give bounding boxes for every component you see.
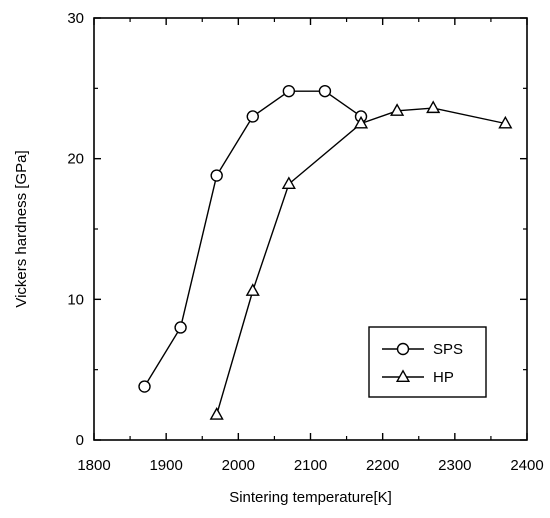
x-tick-label: 2200 — [366, 457, 399, 474]
legend-marker-sps — [396, 342, 410, 356]
data-point-hp — [209, 407, 224, 420]
ticks-group: 1800 1900 2000 2100 2200 2300 2400 0 10 20 30 — [67, 10, 543, 474]
data-point-hp — [281, 176, 296, 190]
data-point-sps — [282, 84, 296, 98]
x-tick-label: 2100 — [294, 457, 327, 474]
x-tick-label: 2300 — [438, 457, 471, 474]
data-point-hp — [245, 283, 260, 296]
y-tick-label: 0 — [76, 432, 84, 449]
legend: SPS HP — [368, 326, 487, 398]
data-point-hp — [390, 103, 405, 116]
series-line-sps — [143, 90, 362, 387]
legend-label-sps: SPS — [433, 341, 463, 358]
y-axis-label: Vickers hardness [GPa] — [13, 150, 30, 307]
data-point-sps — [138, 380, 151, 393]
series-group — [138, 84, 513, 420]
y-tick-label: 20 — [67, 151, 84, 168]
x-tick-label: 1900 — [149, 457, 182, 474]
x-tick-label: 2400 — [510, 457, 543, 474]
data-point-sps — [210, 169, 223, 182]
legend-marker-hp — [395, 369, 411, 383]
legend-label-hp: HP — [433, 369, 454, 386]
data-point-sps — [246, 110, 259, 123]
data-point-hp — [353, 115, 369, 129]
x-tick-label: 2000 — [222, 457, 255, 474]
y-tick-label: 10 — [67, 291, 84, 308]
data-point-hp — [426, 100, 441, 114]
legend-box — [368, 326, 487, 398]
x-axis-label: Sintering temperature[K] — [229, 489, 392, 506]
x-tick-label: 1800 — [77, 457, 110, 474]
data-point-sps — [174, 321, 187, 334]
y-tick-label: 30 — [67, 10, 84, 27]
data-point-sps — [318, 84, 332, 98]
data-point-hp — [498, 115, 513, 129]
